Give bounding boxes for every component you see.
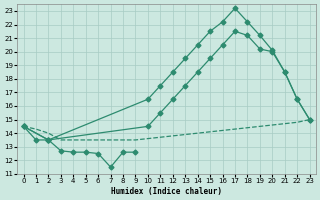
X-axis label: Humidex (Indice chaleur): Humidex (Indice chaleur)	[111, 187, 222, 196]
